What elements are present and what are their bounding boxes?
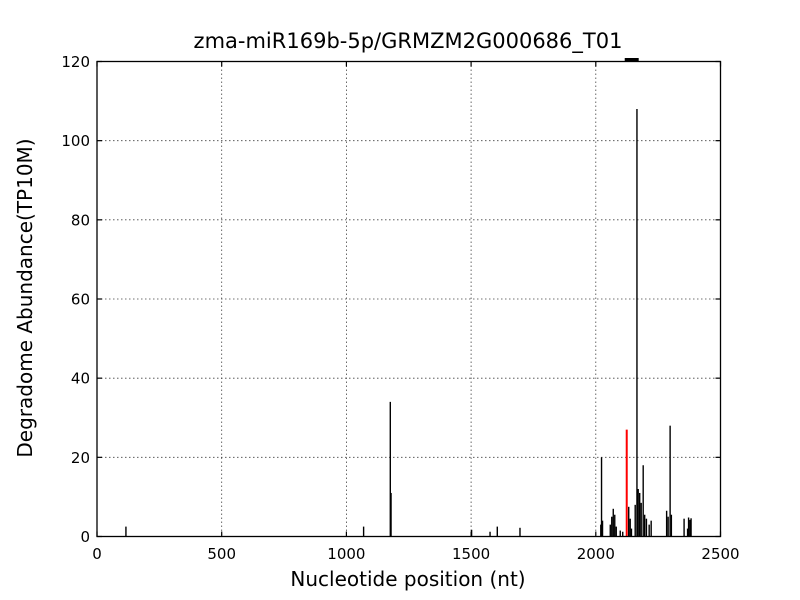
y-axis-label: Degradome Abundance(TP10M) xyxy=(13,138,37,457)
mirna-target-site-bar xyxy=(624,58,639,61)
y-tick-label: 100 xyxy=(61,132,90,150)
x-axis-label: Nucleotide position (nt) xyxy=(290,567,525,591)
x-tick-label: 0 xyxy=(92,545,102,563)
x-tick-label: 1500 xyxy=(452,545,490,563)
x-tick-label: 2000 xyxy=(577,545,615,563)
grid-layer xyxy=(97,61,721,537)
x-tick-label: 1000 xyxy=(327,545,365,563)
y-tick-label: 120 xyxy=(61,53,90,71)
tick-label-layer: 0 500 1000 1500 2000 2500 0 20 40 60 80 100 120 xyxy=(61,53,739,563)
target-site-marker-layer xyxy=(624,58,639,61)
stem-layer xyxy=(125,109,692,537)
chart-title: zma-miR169b-5p/GRMZM2G000686_T01 xyxy=(194,29,623,54)
x-tick-label: 500 xyxy=(207,545,236,563)
y-tick-label: 60 xyxy=(71,291,90,309)
y-tick-label: 0 xyxy=(80,528,90,546)
x-tick-label: 2500 xyxy=(701,545,739,563)
y-tick-label: 20 xyxy=(71,449,90,467)
y-tick-label: 40 xyxy=(71,370,90,388)
y-tick-label: 80 xyxy=(71,211,90,229)
tick-layer xyxy=(96,60,722,538)
